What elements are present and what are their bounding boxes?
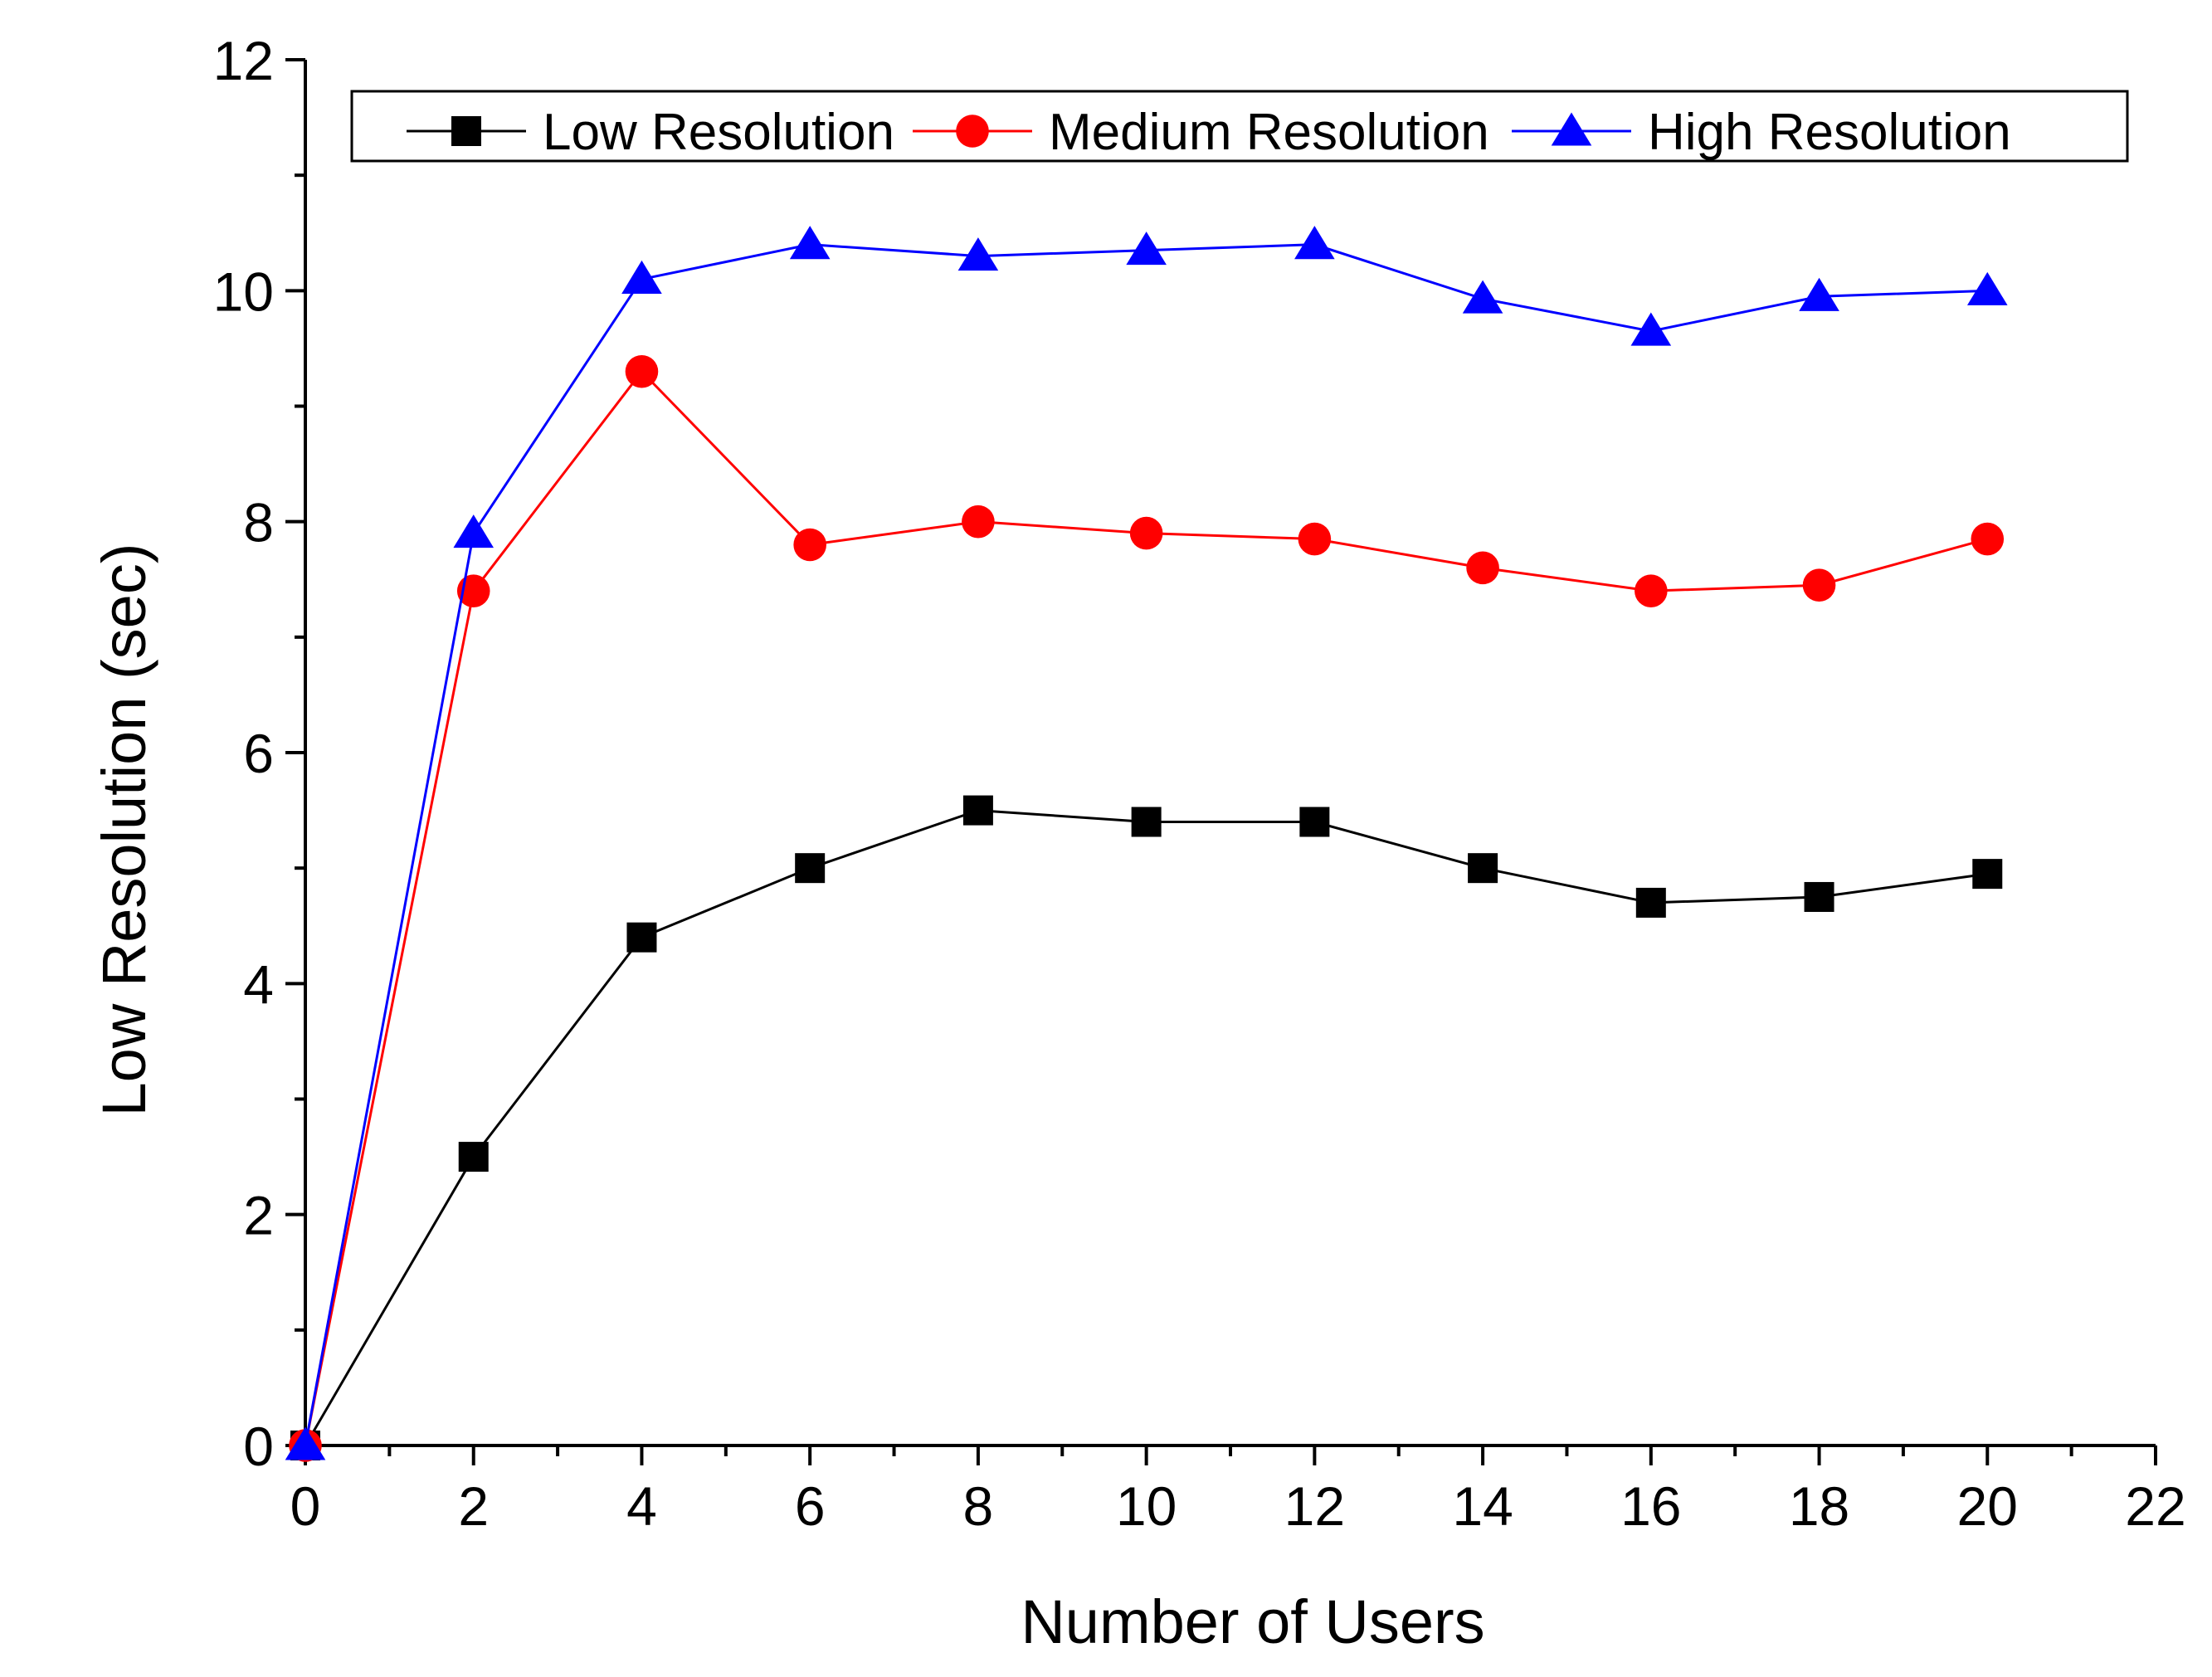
medium-resolution-point: [1971, 522, 2005, 556]
high-resolution-point: [957, 237, 999, 271]
y-axis-label: Low Resolution (sec): [90, 544, 158, 1117]
legend: Low Resolution Medium Resolution High Reso…: [350, 90, 2129, 163]
x-tick-label: 16: [1620, 1475, 1681, 1537]
high-resolution-point: [1294, 226, 1335, 260]
high-resolution-point: [621, 260, 662, 294]
high-resolution-point: [1462, 280, 1503, 314]
low-resolution-point: [1972, 859, 2003, 890]
medium-resolution-point: [1466, 551, 1499, 585]
low-resolution-legend-label: Low Resolution: [543, 104, 894, 161]
low-resolution-line: [304, 809, 1988, 1446]
medium-resolution-point: [793, 528, 826, 562]
medium-resolution-legend-marker: [956, 115, 989, 148]
low-resolution-legend-marker: [451, 116, 481, 146]
high-resolution-legend-marker: [1551, 112, 1592, 146]
medium-resolution-point: [1298, 522, 1332, 556]
high-resolution-point: [1126, 232, 1167, 266]
high-resolution-point: [285, 1426, 326, 1460]
high-resolution-legend-label: High Resolution: [1648, 104, 2011, 161]
low-resolution-point: [795, 853, 826, 884]
y-tick-label: 2: [243, 1185, 274, 1246]
high-resolution-point: [1799, 277, 1839, 311]
x-tick-label: 22: [2125, 1475, 2185, 1537]
y-tick-label: 4: [243, 953, 274, 1015]
y-tick-label: 6: [243, 723, 274, 784]
high-resolution-point: [453, 514, 495, 548]
low-resolution-point: [1804, 881, 1834, 912]
medium-resolution-point: [1635, 574, 1668, 607]
low-resolution-point: [1468, 853, 1498, 884]
low-resolution-point: [1635, 887, 1666, 918]
x-tick-label: 6: [795, 1475, 826, 1537]
medium-resolution-series: [289, 354, 2005, 1462]
y-tick-label: 10: [213, 261, 274, 322]
low-resolution-point: [458, 1142, 489, 1172]
axes: 0 2 4 6 8 10 12 0 2 4 6 8 10 12 14 16 18 20 22: [213, 30, 2186, 1537]
x-tick-label: 2: [458, 1475, 489, 1537]
low-resolution-point: [626, 922, 657, 953]
high-resolution-point: [1966, 271, 2008, 305]
medium-resolution-legend-label: Medium Resolution: [1049, 104, 1489, 161]
x-tick-label: 0: [290, 1475, 321, 1537]
x-tick-label: 20: [1957, 1475, 2018, 1537]
medium-resolution-point: [962, 505, 995, 539]
x-tick-label: 4: [626, 1475, 657, 1537]
x-tick-label: 10: [1116, 1475, 1177, 1537]
low-resolution-point: [962, 795, 993, 826]
low-resolution-series: [290, 795, 2003, 1460]
x-tick-label: 8: [963, 1475, 994, 1537]
x-tick-label: 18: [1789, 1475, 1849, 1537]
low-resolution-point: [1299, 807, 1330, 837]
x-tick-label: 14: [1452, 1475, 1513, 1537]
high-resolution-series: [285, 226, 2008, 1460]
y-tick-label: 12: [213, 30, 274, 91]
high-resolution-point: [1630, 312, 1672, 346]
series-layer: [285, 226, 2008, 1462]
x-tick-label: 12: [1284, 1475, 1345, 1537]
low-resolution-point: [1131, 807, 1162, 837]
medium-resolution-point: [1802, 568, 1836, 602]
y-tick-label: 0: [243, 1416, 274, 1477]
high-resolution-line: [304, 243, 1988, 1446]
legend-box: [350, 90, 2129, 163]
y-tick-label: 8: [243, 492, 274, 553]
x-axis-label: Number of Users: [1021, 1587, 1484, 1656]
medium-resolution-point: [625, 354, 659, 388]
medium-resolution-point: [1129, 516, 1163, 550]
high-resolution-point: [789, 226, 831, 260]
